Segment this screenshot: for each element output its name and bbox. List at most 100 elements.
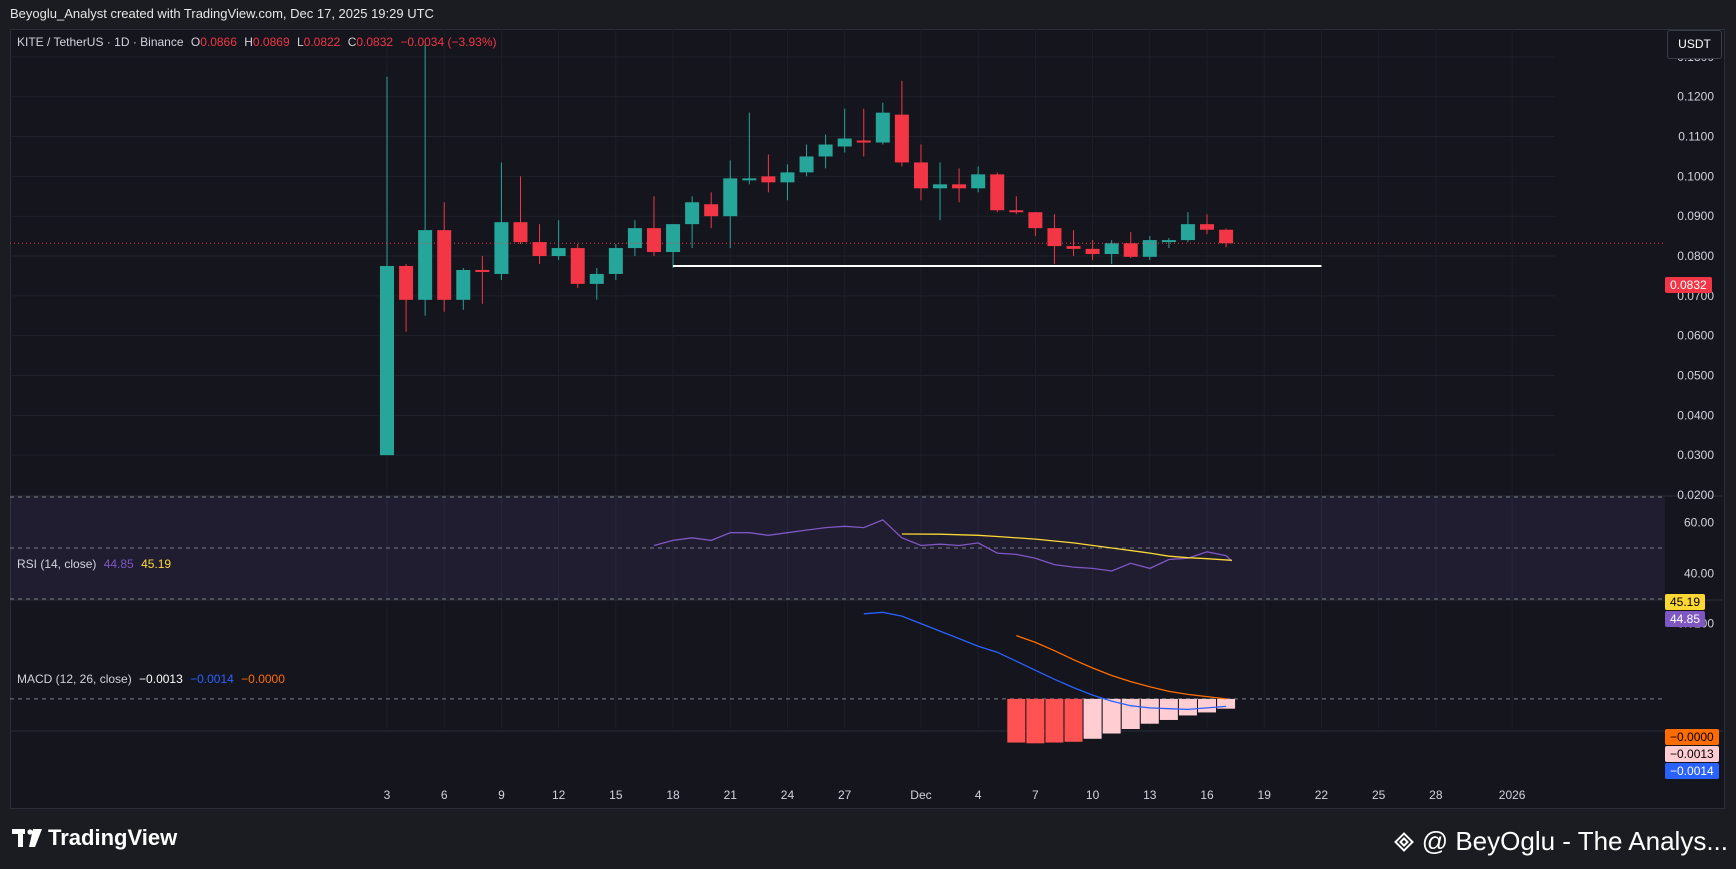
candle-body	[1067, 246, 1081, 249]
watermark-text: @ BeyOglu - The Analys...	[1422, 826, 1728, 857]
y-tick-label: 0.0300	[1677, 448, 1714, 462]
close-value: 0.0832	[356, 35, 393, 49]
rsi-axis-label: 60.00	[1684, 516, 1714, 530]
candle-body	[800, 156, 814, 172]
candle-body	[990, 174, 1004, 210]
tradingview-brand: TradingView	[48, 825, 177, 851]
x-tick-label: 22	[1315, 788, 1329, 802]
x-tick-label: 10	[1086, 788, 1100, 802]
x-tick-label: 24	[781, 788, 795, 802]
x-tick-label: 27	[838, 788, 852, 802]
x-tick-label: 13	[1143, 788, 1157, 802]
macd-hist-tag: −0.0013	[1665, 746, 1719, 762]
x-tick-label: 28	[1429, 788, 1443, 802]
footer: TradingView @ BeyOglu - The Analys...	[0, 812, 1736, 869]
candle-body	[628, 228, 642, 248]
macd-histogram-bar	[1045, 699, 1063, 743]
x-tick-label: 9	[498, 788, 505, 802]
candle-body	[742, 178, 756, 180]
high-label: H	[244, 35, 253, 49]
candle-body	[666, 224, 680, 252]
macd-signal-value: −0.0000	[241, 672, 285, 686]
x-tick-label: 15	[609, 788, 623, 802]
y-tick-label: 0.0200	[1677, 488, 1714, 502]
high-value: 0.0869	[253, 35, 290, 49]
candle-body	[1162, 240, 1176, 242]
y-tick-label: 0.1200	[1677, 90, 1714, 104]
x-tick-label: 7	[1032, 788, 1039, 802]
y-tick-label: 0.0900	[1677, 209, 1714, 223]
macd-histogram-bar	[1103, 699, 1121, 734]
macd-signal-tag: −0.0000	[1665, 729, 1719, 745]
macd-histogram-bar	[1007, 699, 1025, 743]
change-value: −0.0034 (−3.93%)	[400, 35, 496, 49]
candle-body	[819, 145, 833, 157]
rsi-value-tag: 44.85	[1665, 611, 1705, 627]
candle-body	[1086, 249, 1100, 254]
candle-body	[895, 115, 909, 163]
candle-body	[380, 266, 394, 455]
binance-icon	[1392, 830, 1416, 854]
rsi-value: 44.85	[104, 557, 134, 571]
rsi-ma-tag: 45.19	[1665, 594, 1705, 610]
x-tick-label: 4	[975, 788, 982, 802]
rsi-axis-label: 40.00	[1684, 567, 1714, 581]
candle-body	[1143, 240, 1157, 257]
chart-attribution: Beyoglu_Analyst created with TradingView…	[10, 6, 434, 21]
candle-body	[857, 141, 871, 143]
rsi-ma-value: 45.19	[141, 557, 171, 571]
candle-body	[475, 270, 489, 272]
symbol-legend: KITE / TetherUS · 1D · Binance O0.0866 H…	[17, 35, 501, 49]
candle-body	[723, 178, 737, 216]
candle-body	[1028, 212, 1042, 228]
candle-body	[1200, 224, 1214, 230]
open-label: O	[191, 35, 200, 49]
symbol-name: KITE / TetherUS · 1D · Binance	[17, 35, 184, 49]
macd-label: MACD (12, 26, close)	[17, 672, 132, 686]
macd-histogram-bar	[1179, 699, 1197, 716]
y-tick-label: 0.1000	[1677, 169, 1714, 183]
last-price-tag: 0.0832	[1665, 277, 1712, 293]
price-chart[interactable]: 0.13000.12000.11000.10000.09000.08000.07…	[10, 29, 1723, 807]
candle-body	[590, 274, 604, 284]
macd-signal-line	[1016, 636, 1226, 699]
macd-line-value: −0.0014	[190, 672, 234, 686]
x-tick-label: 19	[1258, 788, 1272, 802]
candle-body	[399, 266, 413, 300]
rsi-label: RSI (14, close)	[17, 557, 96, 571]
candle-body	[685, 202, 699, 224]
candle-body	[1181, 224, 1195, 240]
macd-histogram-bar	[1065, 699, 1083, 742]
x-tick-label: 2026	[1499, 788, 1526, 802]
candle-body	[533, 242, 547, 256]
low-value: 0.0822	[304, 35, 341, 49]
x-tick-label: 18	[666, 788, 680, 802]
y-tick-label: 0.1100	[1678, 130, 1714, 144]
macd-histogram-bar	[1122, 699, 1140, 729]
macd-histogram-bar	[1026, 699, 1044, 743]
macd-line-tag: −0.0014	[1665, 763, 1719, 779]
x-tick-label: Dec	[910, 788, 931, 802]
y-tick-label: 0.0400	[1677, 408, 1714, 422]
candle-body	[1124, 243, 1138, 257]
candle-body	[437, 230, 451, 300]
candle-body	[704, 204, 718, 216]
candle-body	[876, 113, 890, 143]
candle-body	[552, 248, 566, 256]
candle-body	[952, 184, 966, 188]
candle-body	[571, 248, 585, 284]
tradingview-logo[interactable]: TradingView	[12, 825, 177, 851]
tradingview-logo-icon	[12, 829, 42, 847]
macd-legend: MACD (12, 26, close) −0.0013 −0.0014 −0.…	[17, 672, 289, 686]
candle-body	[780, 172, 794, 182]
macd-line	[864, 612, 1226, 709]
open-value: 0.0866	[200, 35, 237, 49]
author-watermark: @ BeyOglu - The Analys...	[1392, 826, 1728, 857]
macd-histogram-bar	[1084, 699, 1102, 739]
currency-button[interactable]: USDT	[1667, 30, 1722, 59]
candle-body	[1219, 230, 1233, 244]
candle-body	[933, 184, 947, 188]
y-tick-label: 0.0500	[1677, 369, 1714, 383]
y-tick-label: 0.0800	[1677, 249, 1714, 263]
x-tick-label: 12	[552, 788, 566, 802]
